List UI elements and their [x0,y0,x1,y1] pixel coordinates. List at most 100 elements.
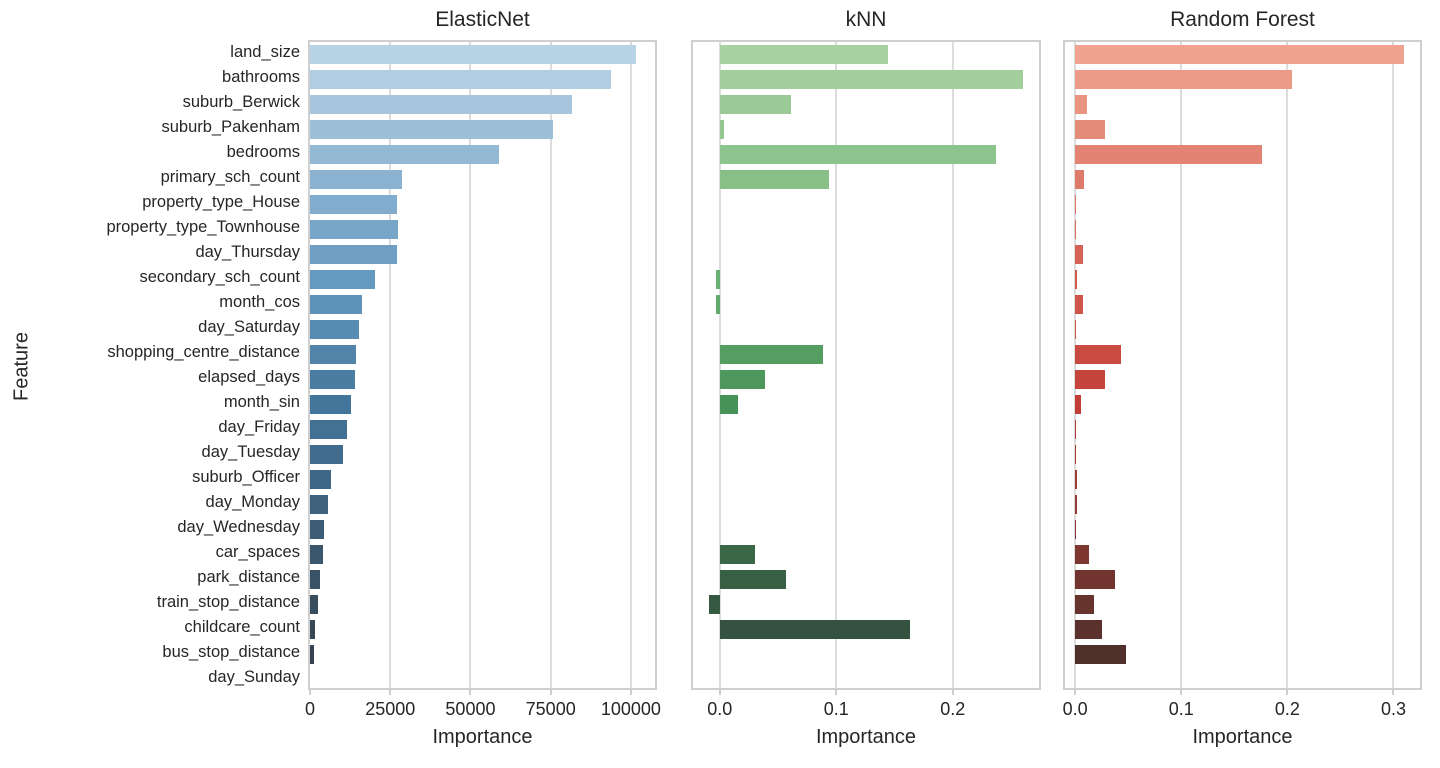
bar-month_sin [310,395,351,414]
x-tick-mark [718,690,721,695]
gridline [469,42,472,688]
bar-bedrooms [1075,145,1262,164]
y-tick-label: day_Sunday [208,668,300,686]
y-tick-label: month_sin [223,393,300,411]
bar-shopping_centre_distance [1075,345,1121,364]
y-tick-label: secondary_sch_count [139,268,300,286]
y-tick-label: shopping_centre_distance [107,343,300,361]
bar-day_Tuesday [310,445,344,464]
y-tick-label: park_distance [197,568,300,586]
bar-elapsed_days [310,370,356,389]
bar-train_stop_distance [709,595,720,614]
bar-bathrooms [719,70,1024,89]
bar-car_spaces [310,545,324,564]
x-tick-mark [629,690,632,695]
bar-childcare_count [1075,620,1103,639]
x-tick-label: 0.0 [707,699,733,719]
x-tick-label: 75000 [525,699,576,719]
plot-inner [310,42,655,688]
bar-shopping_centre_distance [310,345,357,364]
bar-suburb_Pakenham [1075,120,1106,139]
bar-suburb_Berwick [310,95,572,114]
x-tick-label: 0 [304,699,316,719]
bar-secondary_sch_count [1075,270,1078,289]
y-tick-label: car_spaces [215,543,300,561]
panel-random-forest: Random Forest Importance 0.0 0.1 0.2 0.3 [1063,0,1422,768]
bar-suburb_Pakenham [310,120,554,139]
bar-day_Saturday [1075,320,1077,339]
gridline [629,42,632,688]
y-tick-label: suburb_Officer [192,468,300,486]
plot-inner [1065,42,1420,688]
x-tick-label: 0.0 [1062,699,1088,719]
x-tick-mark [1074,690,1077,695]
y-tick-label: childcare_count [184,618,300,636]
panel-title: Random Forest [1170,8,1315,31]
bar-park_distance [1075,570,1116,589]
x-tick-mark [1392,690,1395,695]
bar-day_Wednesday [310,520,325,539]
y-tick-label: land_size [230,43,300,61]
bar-month_cos [310,295,362,314]
y-axis: land_size bathrooms suburb_Berwick suburb_P… [0,40,300,690]
y-tick-label: suburb_Berwick [182,93,300,111]
gridline [389,42,392,688]
bar-land_size [1075,45,1405,64]
bar-primary_sch_count [719,170,830,189]
bar-train_stop_distance [310,595,319,614]
bar-suburb_Officer [310,470,331,489]
x-tick-label: 100000 [600,699,661,719]
bar-month_cos [716,295,720,314]
x-tick-mark [1286,690,1289,695]
panel-title: kNN [845,8,887,31]
bar-day_Monday [310,495,328,514]
gridline [1074,42,1077,688]
panel-elasticnet: ElasticNet Importance 0 25000 50000 75000 10… [304,0,661,768]
x-axis-title: Importance [1192,726,1293,748]
bar-month_cos [1075,295,1084,314]
y-tick-label: day_Tuesday [201,443,300,461]
bar-suburb_Berwick [719,95,792,114]
x-axis-title: Importance [815,726,917,748]
x-tick-label: 0.1 [1168,699,1194,719]
bar-bedrooms [310,145,500,164]
bar-month_sin [1075,395,1082,414]
bar-bedrooms [719,145,997,164]
y-tick-label: month_cos [219,293,300,311]
y-tick-label: property_type_House [142,193,300,211]
bar-elapsed_days [1075,370,1106,389]
gridline [549,42,552,688]
bar-car_spaces [719,545,755,564]
bar-day_Wednesday [1075,520,1077,539]
bar-day_Friday [1075,420,1077,439]
bar-shopping_centre_distance [719,345,823,364]
x-tick-mark [549,690,552,695]
plot-area [691,40,1041,690]
bar-primary_sch_count [1075,170,1084,189]
x-tick-label: 50000 [445,699,496,719]
bar-month_sin [719,395,739,414]
bar-day_Friday [310,420,347,439]
bar-primary_sch_count [310,170,403,189]
x-tick-mark [951,690,954,695]
x-axis-title: Importance [432,726,533,748]
x-tick-mark [835,690,838,695]
bar-suburb_Berwick [1075,95,1088,114]
y-tick-label: day_Friday [218,418,300,436]
y-tick-label: train_stop_distance [156,593,300,611]
bar-day_Saturday [310,320,359,339]
bar-suburb_Officer [1075,470,1077,489]
bar-elapsed_days [719,370,765,389]
bar-land_size [310,45,636,64]
gridline [1286,42,1289,688]
bar-bus_stop_distance [310,645,315,664]
y-tick-label: day_Saturday [198,318,300,336]
bar-day_Thursday [310,245,397,264]
bar-childcare_count [310,620,316,639]
x-tick-mark [1180,690,1183,695]
x-tick-label: 0.1 [823,699,849,719]
gridline [951,42,954,688]
y-tick-label: property_type_Townhouse [106,218,300,236]
x-tick-mark [469,690,472,695]
